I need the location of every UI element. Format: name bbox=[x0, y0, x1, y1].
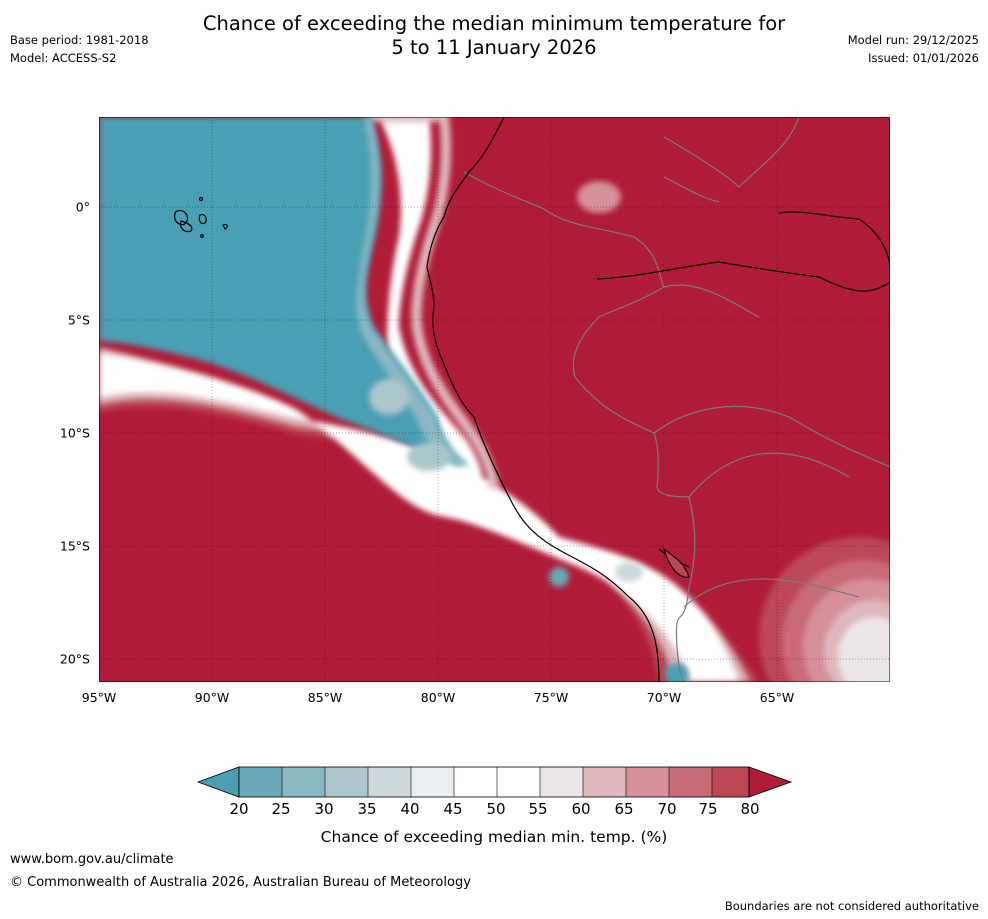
coastlines bbox=[426, 117, 890, 682]
issued-text: Issued: 01/01/2026 bbox=[868, 51, 979, 65]
colorbar-45-50 bbox=[454, 767, 497, 797]
lake-titicaca-icon bbox=[663, 547, 690, 578]
disclaimer-text: Boundaries are not considered authoritat… bbox=[724, 899, 979, 913]
colorbar-25-30 bbox=[282, 767, 325, 797]
gridlines bbox=[99, 117, 890, 682]
lon-label-65w: 65°W bbox=[759, 690, 795, 705]
lon-label-75w: 75°W bbox=[533, 690, 569, 705]
lon-label-85w: 85°W bbox=[307, 690, 343, 705]
map-title-line1: Chance of exceeding the median minimum t… bbox=[202, 12, 786, 35]
colorbar-tick-55: 55 bbox=[528, 800, 548, 818]
base-period-text: Base period: 1981-2018 bbox=[10, 33, 149, 47]
lon-label-90w: 90°W bbox=[194, 690, 230, 705]
lat-label-5s: 5°S bbox=[67, 312, 90, 328]
lat-label-20s: 20°S bbox=[59, 651, 90, 667]
colorbar-tick-80: 80 bbox=[740, 800, 760, 818]
colorbar-75-80 bbox=[712, 767, 749, 797]
colorbar-30-35 bbox=[325, 767, 368, 797]
probability-map bbox=[99, 117, 890, 682]
lon-label-80w: 80°W bbox=[420, 690, 456, 705]
colorbar-55-60 bbox=[540, 767, 583, 797]
colorbar-65-70 bbox=[626, 767, 669, 797]
colorbar bbox=[196, 766, 793, 798]
colorbar-tick-20: 20 bbox=[229, 800, 249, 818]
meta-right: Model run: 29/12/2025 Issued: 01/01/2026 bbox=[848, 31, 979, 67]
meta-left: Base period: 1981-2018 Model: ACCESS-S2 bbox=[10, 31, 149, 67]
colorbar-below-20 bbox=[196, 766, 240, 798]
map-panel bbox=[99, 117, 890, 682]
colorbar-70-75 bbox=[669, 767, 712, 797]
colorbar-above-80 bbox=[748, 766, 793, 798]
lat-label-0: 0° bbox=[75, 199, 90, 215]
colorbar-tick-70: 70 bbox=[657, 800, 677, 818]
region-southeast-gradient bbox=[759, 537, 890, 682]
model-text: Model: ACCESS-S2 bbox=[10, 51, 117, 65]
colorbar-tick-45: 45 bbox=[443, 800, 463, 818]
region-20-35 bbox=[356, 117, 689, 682]
colorbar-tick-25: 25 bbox=[271, 800, 291, 818]
colorbar-60-65 bbox=[583, 767, 626, 797]
colorbar-tick-40: 40 bbox=[400, 800, 420, 818]
lat-label-15s: 15°S bbox=[59, 538, 90, 554]
colorbar-tick-65: 65 bbox=[614, 800, 634, 818]
galapagos-islands-icon bbox=[174, 196, 228, 238]
colorbar-tick-75: 75 bbox=[698, 800, 718, 818]
map-title: Chance of exceeding the median minimum t… bbox=[0, 12, 988, 60]
colorbar-35-40 bbox=[368, 767, 411, 797]
colorbar-20-25 bbox=[239, 767, 282, 797]
region-below-20 bbox=[99, 117, 471, 467]
region-inland-patch bbox=[577, 181, 621, 213]
colorbar-tick-30: 30 bbox=[314, 800, 334, 818]
bom-url-link[interactable]: www.bom.gov.au/climate bbox=[10, 852, 174, 867]
lon-label-70w: 70°W bbox=[646, 690, 682, 705]
map-frame bbox=[99, 117, 890, 682]
country-boundaries bbox=[463, 117, 890, 682]
colorbar-tick-35: 35 bbox=[357, 800, 377, 818]
colorbar-tick-60: 60 bbox=[571, 800, 591, 818]
lat-label-10s: 10°S bbox=[59, 425, 90, 441]
colorbar-40-45 bbox=[411, 767, 454, 797]
map-title-line2: 5 to 11 January 2026 bbox=[391, 36, 597, 59]
lon-label-95w: 95°W bbox=[81, 690, 117, 705]
copyright-text: © Commonwealth of Australia 2026, Austra… bbox=[10, 875, 471, 890]
model-run-text: Model run: 29/12/2025 bbox=[847, 33, 979, 47]
colorbar-50-55 bbox=[497, 767, 540, 797]
colorbar-tick-50: 50 bbox=[486, 800, 506, 818]
colorbar-label: Chance of exceeding median min. temp. (%… bbox=[320, 828, 668, 846]
